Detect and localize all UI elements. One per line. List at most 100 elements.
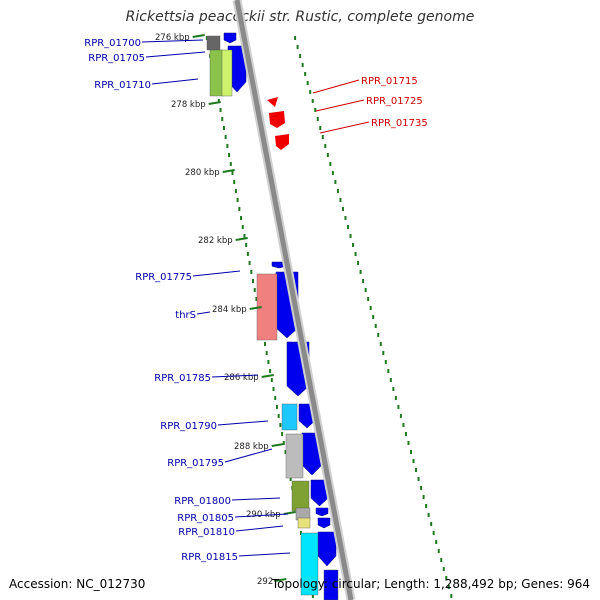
label-leader-line bbox=[235, 525, 284, 532]
label-leader-line bbox=[217, 420, 269, 426]
gene-label: RPR_01800 bbox=[174, 496, 231, 507]
scale-tick-label: 288 kbp bbox=[234, 442, 269, 452]
outer-tick-dot bbox=[352, 243, 355, 247]
outer-tick-dot bbox=[299, 54, 302, 58]
outer-tick-dot bbox=[445, 576, 448, 580]
outer-tick-dot bbox=[367, 297, 370, 301]
scale-tick-label: 282 kbp bbox=[198, 236, 233, 246]
outer-tick-dot bbox=[392, 387, 395, 391]
inner-tick-dot bbox=[274, 396, 277, 400]
scale-tick-label: 292 bbox=[257, 577, 273, 587]
gene-label: RPR_01705 bbox=[88, 53, 145, 64]
gene-block bbox=[323, 569, 339, 600]
label-leader-line bbox=[234, 513, 289, 518]
scale-tick-label: 284 kbp bbox=[212, 305, 247, 315]
inner-tick-dot bbox=[228, 153, 231, 157]
scale-tick-mark bbox=[274, 578, 287, 582]
inner-tick-dot bbox=[267, 360, 270, 364]
outer-tick-dot bbox=[331, 171, 334, 175]
inner-tick-dot bbox=[252, 279, 255, 283]
label-leader-line bbox=[319, 121, 370, 134]
outer-tick-dot bbox=[324, 144, 327, 148]
inner-tick-dot bbox=[279, 423, 282, 427]
inner-tick-dot bbox=[236, 198, 239, 202]
gene-block bbox=[221, 49, 233, 97]
scale-tick-mark bbox=[271, 443, 284, 447]
outer-tick-dot bbox=[362, 279, 365, 283]
inner-tick-dot bbox=[229, 162, 232, 166]
outer-tick-dot bbox=[372, 315, 375, 319]
outer-tick-dot bbox=[407, 441, 410, 445]
outer-tick-dot bbox=[354, 252, 357, 256]
gene-labels: RPR_01700 RPR_01705 RPR_01710 RPR_01775 thrS… bbox=[84, 38, 428, 563]
gene-label: RPR_01795 bbox=[167, 458, 224, 469]
outer-tick-dot bbox=[336, 189, 339, 193]
inner-tick-dot bbox=[284, 450, 287, 454]
outer-tick-dot bbox=[420, 486, 423, 490]
outer-tick-dot bbox=[425, 504, 428, 508]
gene-label: RPR_01810 bbox=[178, 527, 235, 538]
gene-block bbox=[206, 35, 221, 51]
inner-tick-dot bbox=[255, 297, 258, 301]
outer-tick-dot bbox=[387, 369, 390, 373]
inner-tick-dot bbox=[265, 351, 268, 355]
genome-summary: Topology: circular; Length: 1,288,492 bp… bbox=[271, 577, 590, 591]
outer-tick-dot bbox=[399, 414, 402, 418]
outer-tick-dot bbox=[329, 162, 332, 166]
outer-tick-dot bbox=[344, 216, 347, 220]
scale-tick-mark bbox=[249, 306, 262, 310]
gene-arrow bbox=[317, 531, 337, 567]
scale-tick-mark bbox=[222, 169, 235, 173]
scale-tick-label: 286 kbp bbox=[224, 373, 259, 383]
inner-tick-dot bbox=[263, 342, 266, 346]
outer-tick-dot bbox=[397, 405, 400, 409]
label-leader-line bbox=[192, 270, 241, 277]
outer-tick-dot bbox=[314, 108, 317, 112]
inner-tick-dot bbox=[226, 144, 229, 148]
gene-label: RPR_01715 bbox=[361, 76, 418, 87]
inner-tick-dot bbox=[270, 378, 273, 382]
outer-tick-dot bbox=[306, 81, 309, 85]
reverse-gene bbox=[267, 97, 278, 107]
scale-tick-label: 280 kbp bbox=[185, 168, 220, 178]
outer-tick-dot bbox=[341, 207, 344, 211]
inner-tick-dot bbox=[231, 171, 234, 175]
inner-tick-dot bbox=[224, 135, 227, 139]
outer-tick-dot bbox=[326, 153, 329, 157]
gene-block bbox=[209, 49, 224, 97]
outer-tick-dot bbox=[450, 594, 453, 598]
label-leader-line bbox=[231, 497, 281, 501]
outer-tick-dot bbox=[304, 72, 307, 76]
outer-tick-dot bbox=[440, 558, 443, 562]
gene-label: RPR_01815 bbox=[181, 552, 238, 563]
accession-label: Accession: NC_012730 bbox=[9, 577, 146, 591]
outer-tick-dot bbox=[382, 351, 385, 355]
outer-tick-dot bbox=[301, 63, 304, 67]
inner-tick-dot bbox=[238, 207, 241, 211]
outer-tick-dot bbox=[357, 261, 360, 265]
gene-label: RPR_01790 bbox=[160, 421, 217, 432]
gene-block bbox=[300, 532, 319, 596]
outer-tick-dot bbox=[321, 135, 324, 139]
gene-label: RPR_01785 bbox=[154, 373, 211, 384]
outer-tick-dot bbox=[389, 378, 392, 382]
map-title: Rickettsia peacockii str. Rustic, comple… bbox=[125, 9, 475, 25]
outer-tick-dot bbox=[435, 540, 438, 544]
backbone-line bbox=[234, 0, 354, 600]
outer-tick-dot bbox=[447, 585, 450, 589]
outer-tick-dot bbox=[377, 333, 380, 337]
gene-label: RPR_01805 bbox=[177, 513, 234, 524]
outer-tick-dot bbox=[309, 90, 312, 94]
outer-tick-dot bbox=[427, 513, 430, 517]
outer-tick-dot bbox=[404, 432, 407, 436]
outer-tick-dot bbox=[374, 324, 377, 328]
gene-arrow bbox=[223, 32, 237, 44]
inner-tick-dot bbox=[250, 270, 253, 274]
outer-tick-dot bbox=[294, 36, 297, 40]
outer-tick-dot bbox=[349, 234, 352, 238]
outer-tick-dot bbox=[347, 225, 349, 229]
outer-tick-dot bbox=[316, 117, 319, 121]
label-leader-line bbox=[315, 99, 365, 112]
inner-tick-dot bbox=[253, 288, 256, 292]
